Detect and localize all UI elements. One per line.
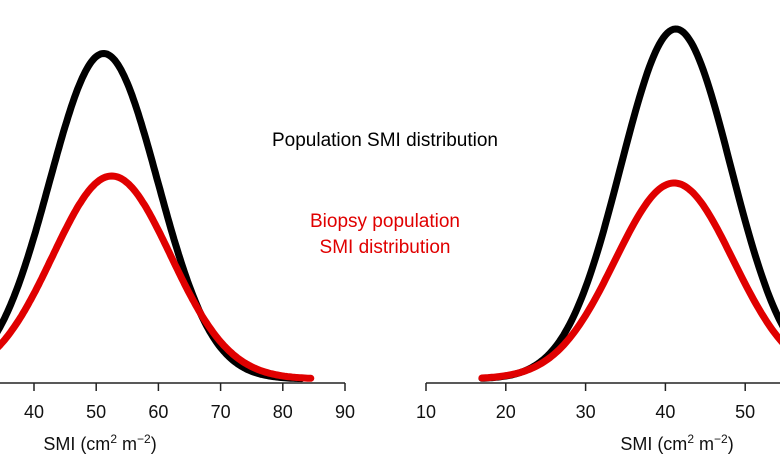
right-x-axis-label: SMI (cm2 m−2): [620, 432, 733, 454]
right-x-tick-label: 30: [576, 402, 596, 422]
left-x-tick-label: 90: [335, 402, 355, 422]
left-x-tick-label: 40: [24, 402, 44, 422]
left-x-axis-label: SMI (cm2 m−2): [43, 432, 156, 454]
left-x-tick-label: 70: [211, 402, 231, 422]
left-x-tick-label: 80: [273, 402, 293, 422]
ticks-layer: 40 50 60 70 80 90 10 20 30 40 50: [24, 383, 755, 422]
right-x-tick-label: 50: [735, 402, 755, 422]
right-biopsy-curve: [478, 179, 780, 382]
biopsy-legend-label-line1: Biopsy population: [310, 211, 460, 232]
right-x-tick-label: 40: [655, 402, 675, 422]
biopsy-legend-label-line2: SMI distribution: [320, 237, 451, 258]
curves-layer: [0, 25, 780, 383]
left-population-curve: [0, 49, 305, 383]
right-x-tick-label: 10: [416, 402, 436, 422]
left-x-tick-label: 50: [86, 402, 106, 422]
left-x-tick-label: 60: [148, 402, 168, 422]
right-population-curve: [478, 25, 780, 382]
right-x-tick-label: 20: [496, 402, 516, 422]
left-biopsy-curve: [0, 172, 315, 382]
population-legend-label: Population SMI distribution: [272, 130, 498, 151]
